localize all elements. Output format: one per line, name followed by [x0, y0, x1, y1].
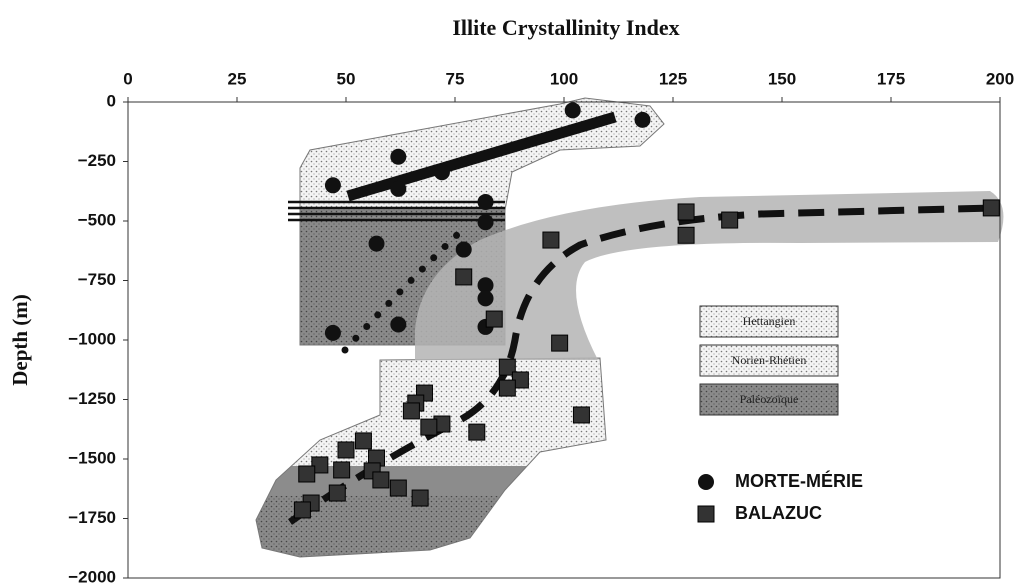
point [299, 466, 315, 482]
legend-marker [698, 474, 714, 490]
point [983, 200, 999, 216]
point [634, 112, 650, 128]
point [552, 335, 568, 351]
point [355, 433, 371, 449]
legend-label: MORTE-MÉRIE [735, 470, 863, 491]
point [478, 290, 494, 306]
x-tick-label: 175 [877, 69, 905, 88]
x-tick-label: 100 [550, 69, 578, 88]
point [478, 214, 494, 230]
x-tick-label: 150 [768, 69, 796, 88]
chart: Illite Crystallinity Index Depth (m) Het… [0, 0, 1034, 584]
point [678, 227, 694, 243]
point [325, 177, 341, 193]
point [421, 419, 437, 435]
x-tick-label: 200 [986, 69, 1014, 88]
zone-legend-label: Norien-Rhétien [732, 353, 807, 367]
y-tick-label: −250 [78, 151, 116, 170]
zone-legend-label: Hettangien [743, 314, 796, 328]
lower-zones [250, 350, 610, 566]
point [369, 236, 385, 252]
y-tick-label: −1000 [68, 329, 116, 348]
y-tick-label: −2000 [68, 567, 116, 584]
point [334, 462, 350, 478]
point [469, 424, 485, 440]
point [456, 269, 472, 285]
point [373, 472, 389, 488]
x-tick-label: 125 [659, 69, 687, 88]
y-tick-label: 0 [107, 91, 116, 110]
point [434, 164, 450, 180]
point [499, 380, 515, 396]
legend-marker [698, 506, 714, 522]
point [573, 407, 589, 423]
y-tick-label: −750 [78, 270, 116, 289]
point [294, 502, 310, 518]
point [478, 194, 494, 210]
point [390, 149, 406, 165]
y-tick-label: −500 [78, 210, 116, 229]
y-axis-label: Depth (m) [8, 294, 32, 386]
zones [250, 98, 1003, 566]
point [678, 204, 694, 220]
zone-legend: Hettangien Norien-Rhétien Paléozoïque [700, 306, 838, 415]
y-tick-label: −1500 [68, 448, 116, 467]
y-tick-label: −1750 [68, 508, 116, 527]
chart-title: Illite Crystallinity Index [452, 15, 679, 40]
point [722, 212, 738, 228]
point [456, 242, 472, 258]
point [329, 485, 345, 501]
point [412, 490, 428, 506]
x-tick-label: 75 [446, 69, 465, 88]
point [543, 232, 559, 248]
zone-legend-label: Paléozoïque [740, 392, 799, 406]
point [390, 317, 406, 333]
point [565, 102, 581, 118]
point [338, 442, 354, 458]
point [390, 181, 406, 197]
point [325, 325, 341, 341]
y-tick-label: −1250 [68, 389, 116, 408]
x-tick-label: 25 [228, 69, 247, 88]
x-tick-label: 0 [123, 69, 132, 88]
point [390, 480, 406, 496]
x-tick-label: 50 [337, 69, 356, 88]
point [486, 311, 502, 327]
point [403, 403, 419, 419]
legend-label: BALAZUC [735, 503, 822, 523]
